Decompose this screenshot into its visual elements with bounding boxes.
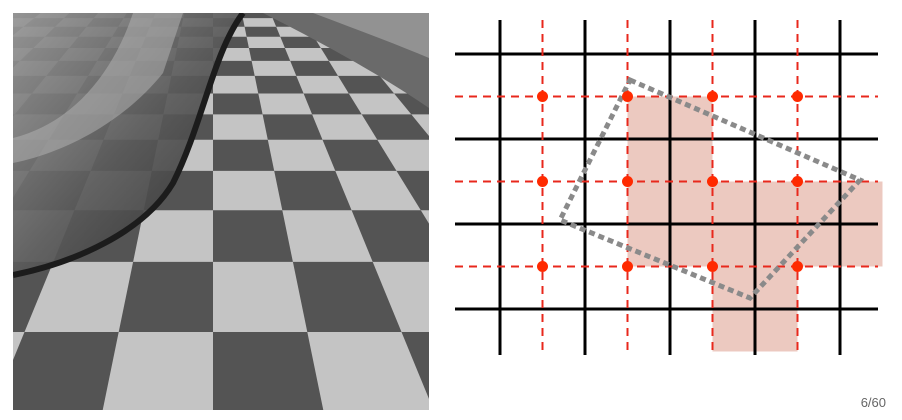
dark-tile [351, 210, 429, 262]
sample-point [622, 261, 633, 272]
dark-tile [213, 93, 263, 115]
dark-tile [262, 114, 323, 140]
sample-point [792, 91, 803, 102]
checkerboard-render-image [13, 13, 429, 415]
right-object-highlight [313, 13, 429, 58]
sample-point [622, 176, 633, 187]
dark-tile [254, 75, 304, 94]
sample-point [537, 91, 548, 102]
dark-tile [280, 36, 321, 48]
dark-tile [292, 261, 402, 332]
dark-tile [213, 139, 275, 171]
dark-tile [274, 170, 352, 211]
sample-points [537, 91, 803, 272]
sphere-reflection-band [13, 13, 183, 163]
triangle-outline [556, 76, 865, 301]
dark-tile [241, 13, 273, 19]
sample-point [792, 261, 803, 272]
rasterization-sampling-diagram [450, 20, 884, 370]
dark-tile [396, 170, 429, 211]
page-number: 6/60 [860, 395, 886, 410]
dark-tile [248, 48, 291, 61]
sample-point [537, 261, 548, 272]
dark-tile [401, 332, 429, 399]
dark-tile [213, 60, 255, 76]
sample-point [792, 176, 803, 187]
dark-tile [213, 332, 324, 410]
sphere [13, 13, 243, 275]
sample-point [622, 91, 633, 102]
dark-tile [361, 114, 429, 140]
dark-tile [290, 60, 338, 76]
sample-point [707, 261, 718, 272]
dark-tile [338, 75, 395, 94]
dark-tile [303, 93, 362, 115]
dark-tile [322, 139, 397, 171]
sample-point [537, 176, 548, 187]
sample-point [707, 91, 718, 102]
sample-point [707, 176, 718, 187]
dark-tile [13, 332, 119, 410]
dark-tile [118, 261, 213, 332]
dark-tile [213, 210, 293, 262]
dark-tile [13, 261, 54, 332]
sphere-rim [13, 13, 246, 278]
pixel-grid [455, 20, 878, 355]
dark-tile [244, 26, 281, 37]
